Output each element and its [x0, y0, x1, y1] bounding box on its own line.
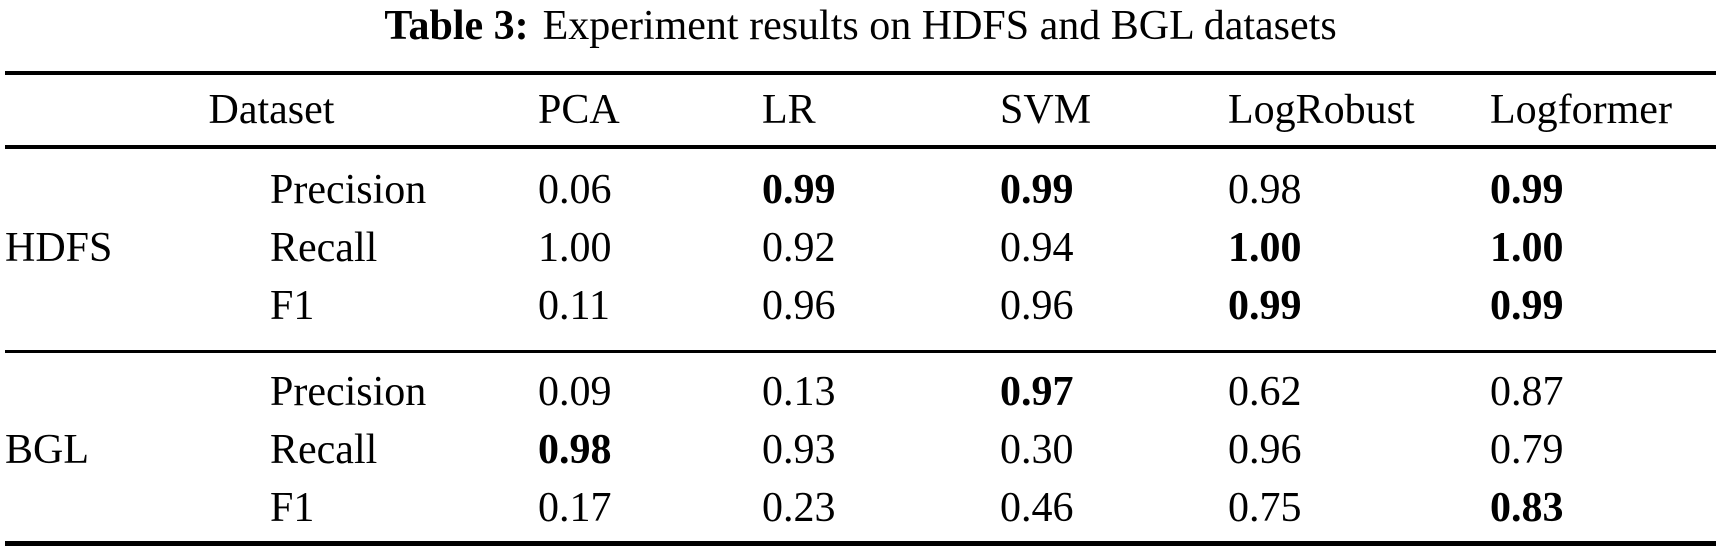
- metric-label: F1: [270, 283, 315, 329]
- metric-value: 0.96: [762, 283, 836, 329]
- metric-value: 0.83: [1490, 485, 1564, 531]
- metric-value: 0.98: [538, 427, 612, 473]
- metric-value: 0.09: [538, 369, 612, 415]
- metric-label: F1: [270, 485, 315, 531]
- metric-value: 0.87: [1490, 369, 1564, 415]
- metric-value: 0.92: [762, 225, 836, 271]
- metric-label: Recall: [270, 225, 378, 271]
- table-caption: Table 3: Experiment results on HDFS and B…: [0, 2, 1721, 50]
- metric-value: 0.79: [1490, 427, 1564, 473]
- column-header-pca: PCA: [538, 87, 620, 133]
- metric-label: Recall: [270, 427, 378, 473]
- metric-value: 0.96: [1000, 283, 1074, 329]
- table-mid-rule: [5, 350, 1716, 353]
- metric-value: 1.00: [1490, 225, 1564, 271]
- metric-value: 1.00: [538, 225, 612, 271]
- column-header-logrobust: LogRobust: [1228, 87, 1415, 133]
- metric-value: 0.93: [762, 427, 836, 473]
- metric-value: 0.23: [762, 485, 836, 531]
- metric-value: 0.62: [1228, 369, 1302, 415]
- metric-value: 0.30: [1000, 427, 1074, 473]
- table-header-row: Dataset PCA LR SVM LogRobust Logformer: [5, 75, 1716, 145]
- table-section-bgl: BGL Precision 0.09 0.13 0.97 0.62 0.87 R…: [5, 352, 1716, 541]
- dataset-label-hdfs: HDFS: [5, 225, 113, 271]
- metric-value: 0.97: [1000, 369, 1074, 415]
- column-header-lr: LR: [762, 87, 816, 133]
- metric-value: 0.96: [1228, 427, 1302, 473]
- metric-value: 0.99: [762, 167, 836, 213]
- metric-value: 0.98: [1228, 167, 1302, 213]
- metric-value: 0.75: [1228, 485, 1302, 531]
- metric-value: 0.06: [538, 167, 612, 213]
- metric-value: 0.11: [538, 283, 610, 329]
- table-section-hdfs: HDFS Precision 0.06 0.99 0.99 0.98 0.99 …: [5, 148, 1716, 352]
- metric-value: 0.46: [1000, 485, 1074, 531]
- dataset-label-bgl: BGL: [5, 427, 89, 473]
- metric-value: 0.99: [1490, 283, 1564, 329]
- table-header-rule: [5, 145, 1716, 149]
- metric-label: Precision: [270, 167, 427, 213]
- metric-value: 0.99: [1490, 167, 1564, 213]
- metric-value: 0.17: [538, 485, 612, 531]
- table-caption-text: Experiment results on HDFS and BGL datas…: [542, 3, 1337, 49]
- column-header-logformer: Logformer: [1490, 87, 1672, 133]
- metric-value: 1.00: [1228, 225, 1302, 271]
- column-header-dataset: Dataset: [208, 87, 335, 133]
- column-header-svm: SVM: [1000, 87, 1092, 133]
- metric-value: 0.94: [1000, 225, 1074, 271]
- metric-value: 0.99: [1228, 283, 1302, 329]
- metric-value: 0.13: [762, 369, 836, 415]
- metric-value: 0.99: [1000, 167, 1074, 213]
- metric-label: Precision: [270, 369, 427, 415]
- table-top-rule: [5, 71, 1716, 75]
- table-caption-label: Table 3:: [384, 3, 529, 49]
- table-bottom-rule: [5, 541, 1716, 546]
